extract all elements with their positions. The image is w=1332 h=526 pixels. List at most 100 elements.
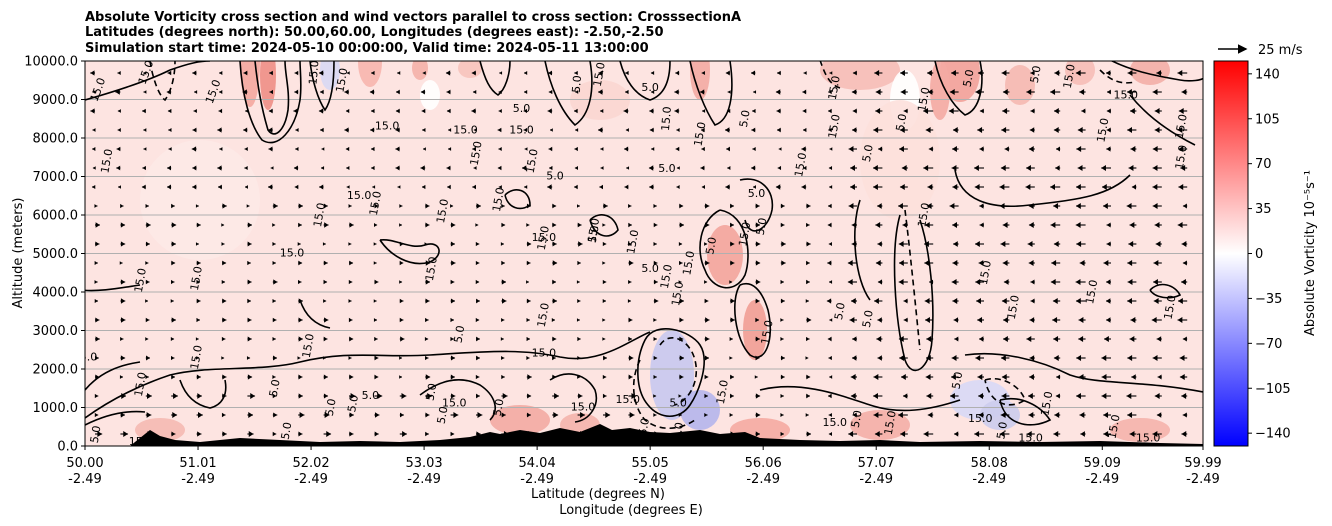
y-tick-label: 6000.0 bbox=[33, 209, 79, 224]
contour-label: 15.0 bbox=[532, 347, 557, 360]
contour-label: 15.0 bbox=[423, 256, 440, 282]
contour-label: 15.0 bbox=[1136, 431, 1161, 444]
x-tick-label-lat: 56.06 bbox=[745, 456, 782, 471]
contour-label: 15.0 bbox=[915, 86, 932, 112]
contour-label: 5.0 bbox=[424, 382, 440, 401]
contour-label: 5.0 bbox=[641, 81, 659, 94]
contour-label: 15.0 bbox=[1038, 390, 1055, 416]
contour-label: 15.0 bbox=[306, 60, 321, 86]
contour-label: 5.0 bbox=[860, 144, 876, 163]
contour-label: 5.0 bbox=[451, 325, 467, 344]
y-axis: 0.0 1000.0 2000.0 3000.0 4000.0 5000.0 6000.0 7… bbox=[24, 55, 85, 455]
contour-label: 15.0 bbox=[453, 123, 478, 136]
colorbar-tick-label: 105 bbox=[1255, 112, 1280, 127]
contour-label: 15.0 bbox=[669, 421, 686, 447]
colorbar-tick-label: −70 bbox=[1255, 337, 1282, 352]
contour-label: 15.0 bbox=[759, 319, 776, 345]
contour-label: 15.0 bbox=[1005, 294, 1022, 320]
contour-label: 15.0 bbox=[826, 113, 843, 139]
x-axis-label-longitude: Longitude (degrees E) bbox=[559, 503, 703, 518]
contour-label: 15.0 bbox=[367, 190, 384, 216]
contour-label: 5.0 bbox=[669, 397, 687, 410]
x-tick-label-lat: 57.07 bbox=[858, 456, 895, 471]
colorbar-gradient bbox=[1213, 60, 1249, 447]
x-tick-label-lat: 59.99 bbox=[1184, 456, 1221, 471]
colorbar-tick-label: −105 bbox=[1255, 382, 1291, 397]
contour-label: 15.0 bbox=[434, 198, 451, 224]
x-tick-label-lon: -2.49 bbox=[181, 472, 215, 487]
contour-label: 15.0 bbox=[300, 333, 317, 359]
contour-label: 15.0 bbox=[915, 202, 932, 228]
y-tick-label: 3000.0 bbox=[33, 324, 79, 339]
contour-label: 15.0 bbox=[73, 350, 98, 363]
x-tick-label-lat: 50.00 bbox=[66, 456, 103, 471]
y-tick-label: 2000.0 bbox=[33, 363, 79, 378]
x-tick-label-lat: 55.05 bbox=[632, 456, 669, 471]
y-tick-label: 0.0 bbox=[57, 440, 78, 455]
contour-label: 15.0 bbox=[1106, 413, 1123, 439]
contour-label: 15.0 bbox=[591, 61, 608, 87]
contour-label: 5.0 bbox=[849, 409, 865, 428]
contour-label: 5.0 bbox=[961, 68, 977, 87]
contour-label: 15.0 bbox=[132, 371, 149, 397]
colorbar: 140 105 70 35 0 −35 −70 −105 −140 Absolute Vorti… bbox=[1213, 60, 1318, 447]
contour-label: 15.0 bbox=[535, 302, 552, 328]
x-tick-label-lon: -2.49 bbox=[520, 472, 554, 487]
contour-label: 15.0 bbox=[490, 186, 507, 212]
contour-label: 15.0 bbox=[691, 121, 708, 147]
contour-label: 5.0 bbox=[737, 109, 753, 128]
x-tick-label-lon: -2.49 bbox=[1186, 472, 1220, 487]
contour-label: 5.0 bbox=[88, 425, 104, 444]
contour-label: 5.0 bbox=[636, 417, 652, 436]
contour-label: 5.0 bbox=[641, 262, 659, 275]
contour-label: 15.0 bbox=[977, 259, 994, 285]
contour-label: 15.0 bbox=[1173, 113, 1190, 139]
contour-label: 15.0 bbox=[347, 189, 372, 202]
chart-title-line-3: Simulation start time: 2024-05-10 00:00:… bbox=[85, 41, 649, 56]
contour-label: 5.0 bbox=[267, 378, 283, 397]
colorbar-tick-label: 35 bbox=[1255, 202, 1272, 217]
contour-label: 15.0 bbox=[624, 229, 641, 255]
colorbar-tick-label: 70 bbox=[1255, 157, 1272, 172]
contour-label: 15.0 bbox=[736, 221, 753, 247]
x-axis-label-latitude: Latitude (degrees N) bbox=[531, 487, 665, 502]
contour-label: 15.0 bbox=[532, 231, 557, 244]
x-tick-label-lon: -2.49 bbox=[407, 472, 441, 487]
colorbar-label: Absolute Vorticity 10⁻⁵s⁻¹ bbox=[1303, 170, 1318, 336]
chart-title-line-1: Absolute Vorticity cross section and win… bbox=[85, 10, 741, 25]
contour-label: 15.0 bbox=[826, 75, 843, 101]
contour-label: 5.0 bbox=[894, 113, 910, 132]
quiver-key: 25 m/s bbox=[1218, 43, 1303, 58]
y-tick-label: 1000.0 bbox=[33, 401, 79, 416]
x-axis: 50.00-2.4951.01-2.4952.02-2.4953.03-2.49… bbox=[66, 446, 1222, 487]
contour-label: 5.0 bbox=[754, 217, 770, 236]
plot-area: 15.0 15.0 15.0 15.0 15.0 15.0 15.0 15.0 15.0 5.0 5… bbox=[73, 60, 1204, 447]
contour-label: 5.0 bbox=[994, 421, 1010, 440]
contour-label: 15.0 bbox=[616, 393, 641, 406]
contour-label: 15.0 bbox=[311, 202, 328, 228]
y-axis-label: Altitude (meters) bbox=[11, 198, 26, 309]
contour-label: 5.0 bbox=[570, 75, 584, 94]
contour-label: 15.0 bbox=[442, 397, 467, 410]
contour-label: 15.0 bbox=[280, 247, 305, 260]
contour-label: 5.0 bbox=[323, 398, 339, 417]
contour-label: 5.0 bbox=[748, 187, 766, 200]
contour-label: 5.0 bbox=[586, 224, 602, 243]
y-tick-label: 8000.0 bbox=[33, 132, 79, 147]
contour-label: 15.0 bbox=[188, 265, 205, 291]
contour-label: 15.0 bbox=[132, 267, 149, 293]
contour-label: 15.0 bbox=[535, 225, 552, 251]
contour-label: 5.0 bbox=[832, 301, 848, 320]
colorbar-tick-label: −140 bbox=[1255, 427, 1291, 442]
y-tick-label: 7000.0 bbox=[33, 170, 79, 185]
y-tick-label: 4000.0 bbox=[33, 286, 79, 301]
x-tick-label-lon: -2.49 bbox=[859, 472, 893, 487]
contour-label: 5.0 bbox=[435, 405, 451, 424]
contour-label: 15.0 bbox=[669, 281, 686, 307]
contour-label: 5.0 bbox=[860, 309, 876, 328]
x-tick-label-lon: -2.49 bbox=[746, 472, 780, 487]
contour-label: 5.0 bbox=[949, 371, 965, 390]
contour-label: 15.0 bbox=[1083, 279, 1100, 305]
contour-label: 15.0 bbox=[968, 412, 993, 425]
